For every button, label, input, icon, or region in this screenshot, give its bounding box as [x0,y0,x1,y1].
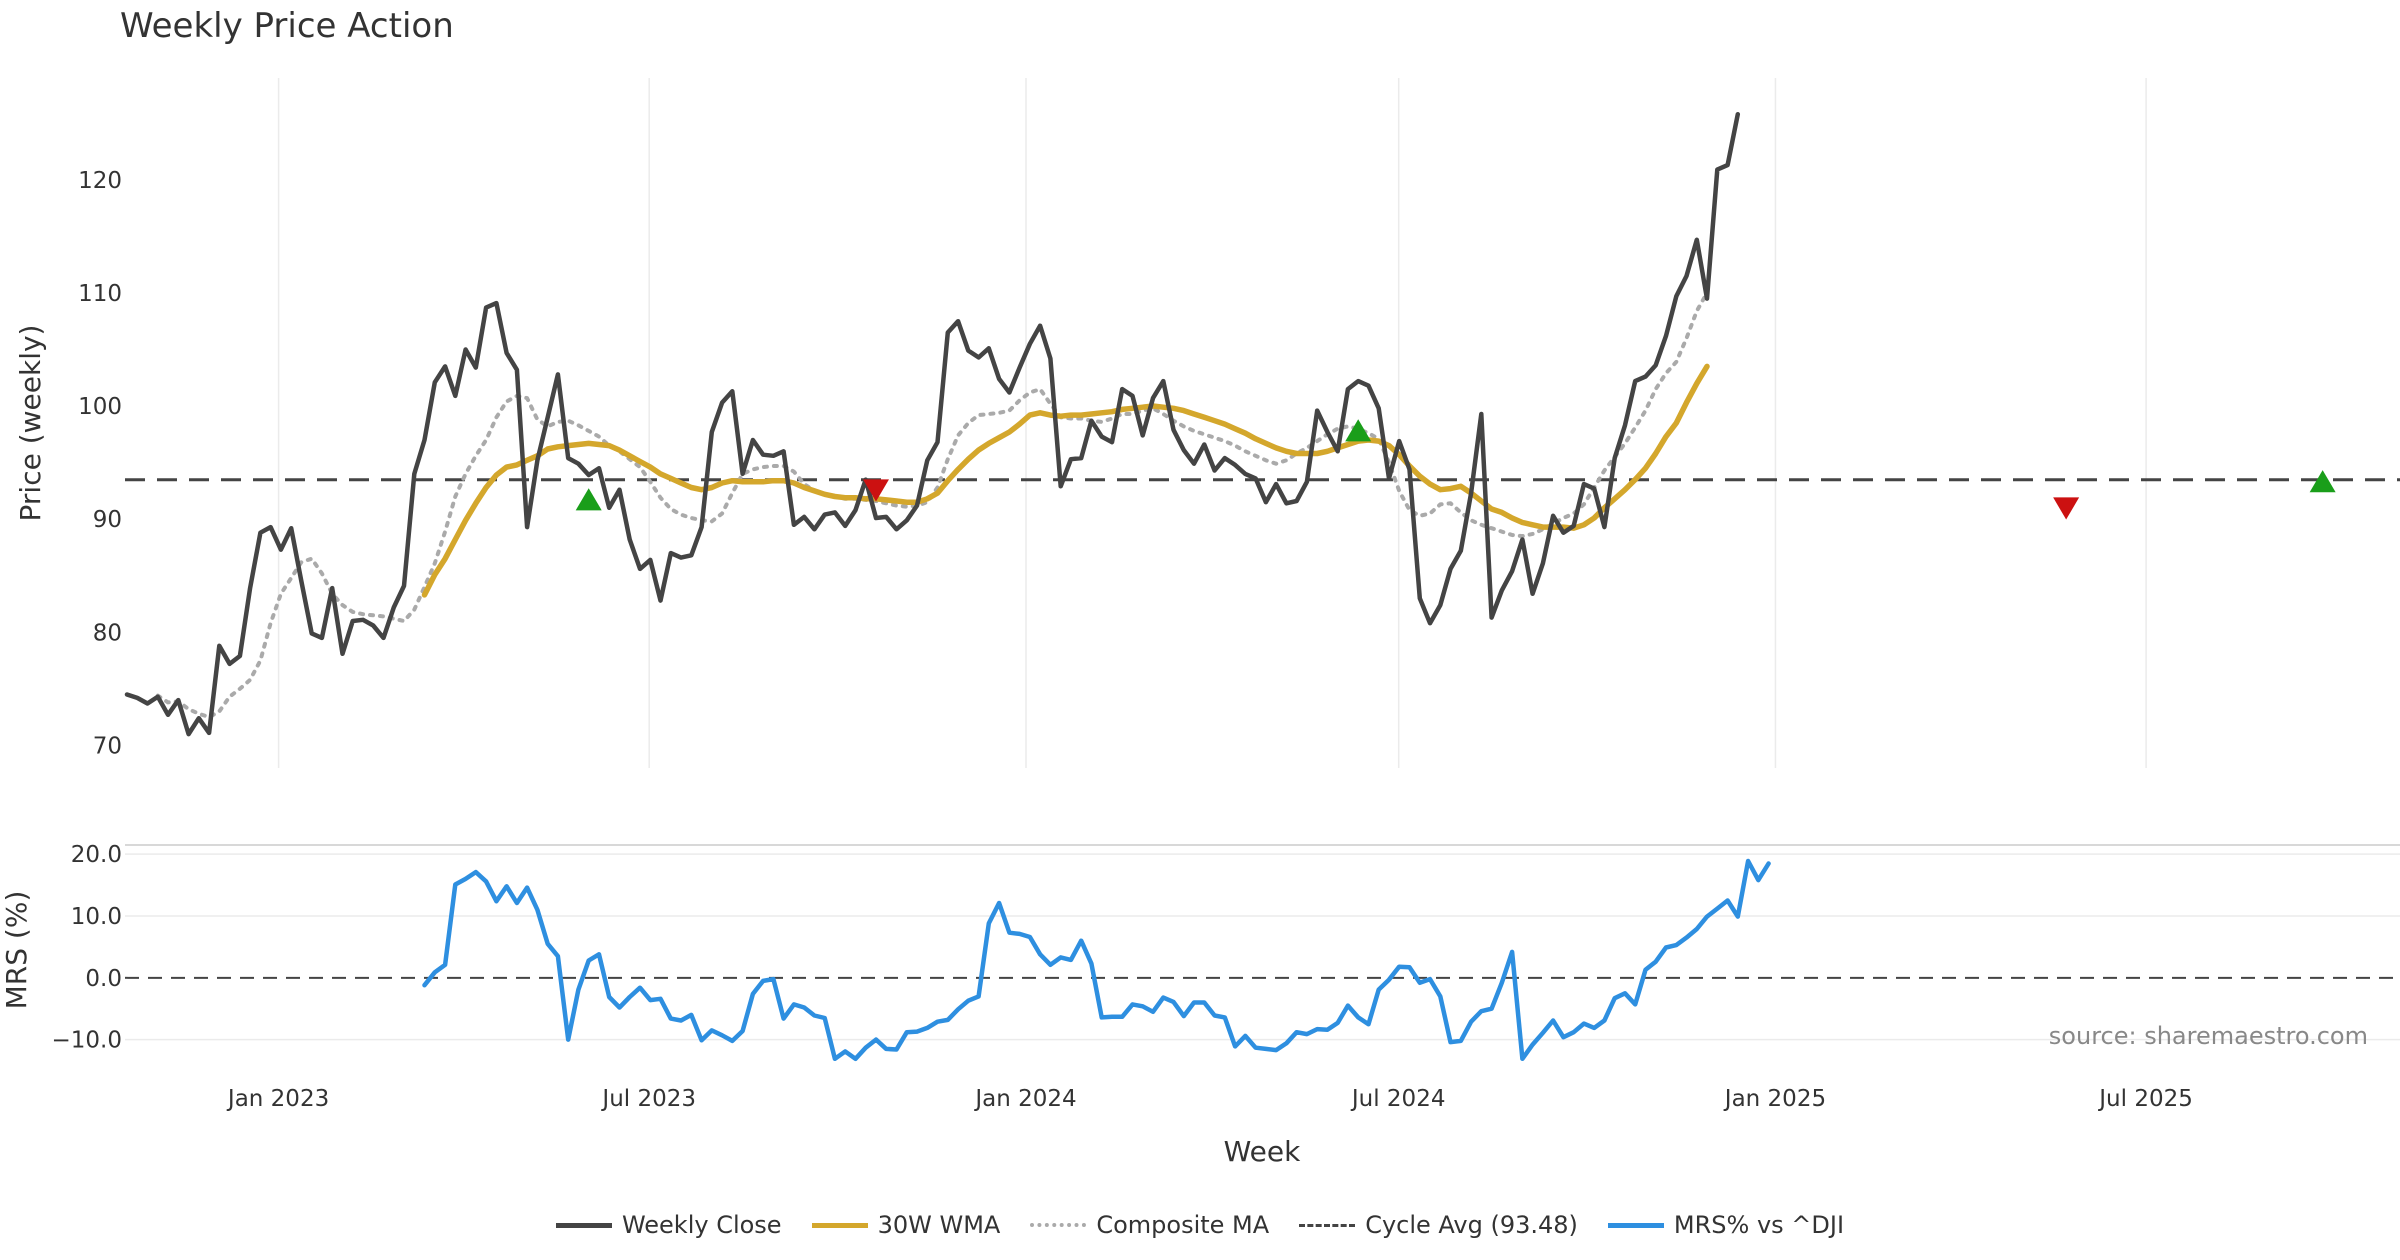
legend-item-mrs: MRS% vs ^DJI [1607,1211,1845,1239]
x-tick-label: Jul 2025 [2097,1086,2193,1112]
mrs-y-tick-label: −10.0 [52,1028,122,1054]
price-chart: Jan 2023 Jul 2023 Jan 2024 Jul 2024 Jan 2025… [0,78,2400,1168]
legend-item-cycle-avg: Cycle Avg (93.48) [1299,1211,1578,1239]
wma-30w-line [421,363,1710,598]
sell-signal-marker [2053,497,2080,520]
source-note: source: sharemaestro.com [2049,1022,2368,1050]
weekly-close-line [124,111,1741,737]
chart-legend: Weekly Close 30W WMA Composite MA Cycle … [0,1211,2400,1239]
legend-swatch [1607,1222,1664,1228]
buy-signal-marker [1345,419,1372,442]
chart-title: Weekly Price Action [120,6,454,46]
legend-label: Cycle Avg (93.48) [1365,1211,1578,1239]
price-y-tick-label: 100 [78,394,122,420]
composite-ma-line [155,290,1709,720]
legend-label: 30W WMA [877,1211,1001,1239]
mrs-y-tick-label: 20.0 [71,842,122,868]
x-tick-label: Jan 2025 [1723,1086,1826,1112]
x-tick-label: Jan 2023 [226,1086,329,1112]
buy-signal-marker [575,488,602,511]
mrs-y-axis-label: MRS (%) [0,891,33,1010]
mrs-y-tick-label: 0.0 [85,966,122,992]
legend-swatch [555,1222,612,1228]
legend-label: MRS% vs ^DJI [1673,1211,1845,1239]
legend-label: Composite MA [1096,1211,1270,1239]
legend-item-composite-ma: Composite MA [1030,1211,1269,1239]
price-y-tick-label: 70 [93,733,122,759]
price-y-tick-label: 80 [93,620,122,646]
legend-swatch [1030,1223,1087,1227]
x-tick-label: Jan 2024 [973,1086,1076,1112]
x-tick-label: Jul 2024 [1350,1086,1446,1112]
legend-swatch [811,1222,868,1228]
legend-label: Weekly Close [621,1211,782,1239]
price-y-axis-label: Price (weekly) [14,325,47,522]
mrs-y-tick-label: 10.0 [71,904,122,930]
price-y-tick-label: 110 [78,281,122,307]
buy-signal-marker [2309,470,2336,493]
sell-signal-marker [862,479,889,502]
legend-swatch [1299,1223,1356,1227]
price-y-tick-label: 90 [93,507,122,533]
legend-item-30w-wma: 30W WMA [811,1211,1001,1239]
x-tick-label: Jul 2023 [600,1086,696,1112]
price-y-tick-label: 120 [78,168,122,194]
x-axis-label: Week [1224,1135,1301,1168]
legend-item-weekly-close: Weekly Close [555,1211,782,1239]
mrs-line [422,858,1771,1062]
